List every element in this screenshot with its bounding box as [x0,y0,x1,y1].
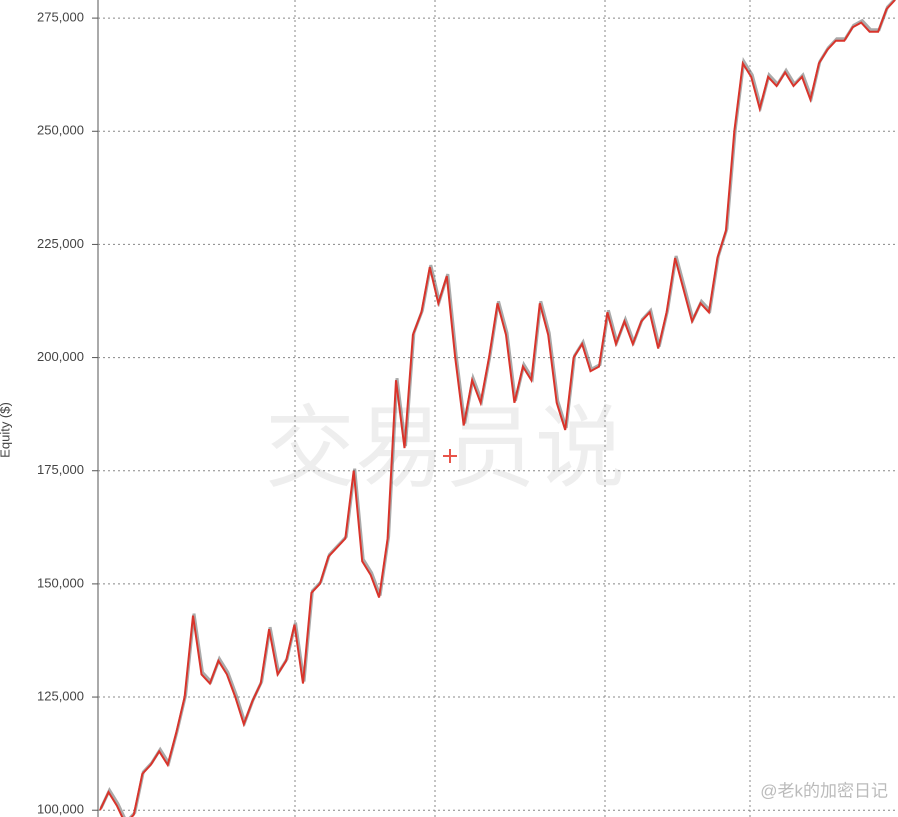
cursor [443,449,457,463]
y-tick-label: 225,000 [37,236,84,251]
y-axis-label: Equity ($) [0,402,12,458]
y-tick-label: 250,000 [37,123,84,138]
y-tick-label: 125,000 [37,688,84,703]
equity-line [99,0,896,817]
watermark: 交易员说 [265,399,625,499]
credit: @老k的加密日记 [760,781,888,800]
y-tick-label: 175,000 [37,462,84,477]
y-tick-label: 150,000 [37,575,84,590]
y-tick-label: 100,000 [37,802,84,817]
y-tick-label: 200,000 [37,349,84,364]
y-tick-label: 275,000 [37,10,84,25]
